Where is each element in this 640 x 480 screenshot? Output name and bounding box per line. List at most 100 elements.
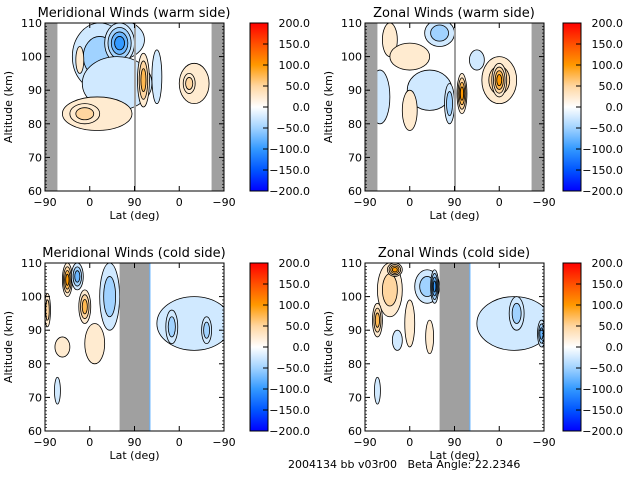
contour-blob <box>374 376 381 405</box>
y-tick-label: 110 <box>341 257 362 270</box>
contour-blob <box>74 270 81 283</box>
panel-3: 60 70 80 90 100 110 −90 0 90 0 −90 Meridional Winds… <box>2 246 310 462</box>
contour-blob <box>391 267 398 273</box>
colorbar-tick-label: 150.0 <box>592 38 624 51</box>
no-data-band <box>439 263 470 431</box>
x-tick-label: 0 <box>176 196 183 209</box>
contour-blob <box>54 376 61 405</box>
colorbar-tick-label: −100.0 <box>269 383 310 396</box>
colorbar-tick-label: −50.0 <box>589 362 623 375</box>
colorbar-tick-label: 0.0 <box>606 341 624 354</box>
x-tick-label: −90 <box>353 196 376 209</box>
colorbar-tick-label: 100.0 <box>279 299 311 312</box>
contour-blob <box>185 77 194 90</box>
y-tick-label: 70 <box>28 151 42 164</box>
y-tick-label: 60 <box>348 185 362 198</box>
panel-1: 60 70 80 90 100 110 −90 0 90 0 −90 Meridional Winds… <box>2 6 310 222</box>
y-tick-label: 80 <box>348 358 362 371</box>
y-axis-label: Altitude (km) <box>2 311 15 383</box>
colorbar-tick-label: −100.0 <box>582 383 623 396</box>
contour-blob <box>469 49 485 71</box>
x-tick-label: 90 <box>128 436 142 449</box>
y-tick-label: 90 <box>28 84 42 97</box>
colorbar-tick-label: −150.0 <box>582 404 623 417</box>
colorbar-tick-label: 50.0 <box>599 320 624 333</box>
contour-blob <box>446 91 453 117</box>
y-tick-label: 100 <box>341 291 362 304</box>
y-tick-label: 110 <box>341 17 362 30</box>
x-tick-label: 90 <box>448 196 462 209</box>
contour-blob <box>81 299 88 315</box>
y-tick-label: 90 <box>348 84 362 97</box>
x-tick-label: 90 <box>128 196 142 209</box>
colorbar-tick-label: 100.0 <box>279 59 311 72</box>
x-tick-label: 0 <box>86 196 93 209</box>
no-data-band <box>119 263 150 431</box>
contour-blob <box>430 24 449 42</box>
segment-divider <box>454 23 456 191</box>
contour-blob <box>401 89 418 131</box>
contour-blob <box>84 323 106 365</box>
y-tick-label: 100 <box>21 291 42 304</box>
colorbar-tick-label: 50.0 <box>286 320 311 333</box>
x-tick-label: 0 <box>406 436 413 449</box>
colorbar-tick-label: 200.0 <box>279 257 311 270</box>
contour-blob <box>382 273 398 307</box>
colorbar-tick-label: −150.0 <box>269 164 310 177</box>
no-data-band <box>531 23 544 191</box>
contour-blob <box>389 42 431 71</box>
contour-blob <box>54 336 71 358</box>
x-tick-label: −90 <box>33 196 56 209</box>
colorbar-tick-label: −100.0 <box>269 143 310 156</box>
y-tick-label: 70 <box>348 391 362 404</box>
contour-blob <box>203 321 210 339</box>
y-tick-label: 70 <box>28 391 42 404</box>
contour-blob <box>432 280 437 293</box>
no-data-band <box>365 23 378 191</box>
contour-blob <box>75 107 95 121</box>
colorbar-tick-label: 200.0 <box>592 17 624 30</box>
contour-blob <box>459 86 465 101</box>
colorbar-tick-label: 150.0 <box>279 38 311 51</box>
colorbar-tick-label: −200.0 <box>269 185 310 198</box>
contour-field <box>45 263 224 431</box>
contour-blob <box>75 46 85 74</box>
x-tick-label: −90 <box>353 436 376 449</box>
colorbar-tick-label: 150.0 <box>592 278 624 291</box>
colorbar-tick-label: 200.0 <box>592 257 624 270</box>
contour-blob <box>496 74 503 87</box>
colorbar-tick-label: −200.0 <box>269 425 310 438</box>
y-tick-label: 90 <box>348 324 362 337</box>
contour-field <box>45 23 224 191</box>
y-tick-label: 80 <box>28 358 42 371</box>
y-tick-label: 100 <box>21 51 42 64</box>
contour-blob <box>65 273 70 286</box>
y-tick-label: 60 <box>28 185 42 198</box>
x-tick-label: 90 <box>448 436 462 449</box>
panel-4: 60 70 80 90 100 110 −90 0 90 0 −90 Zonal Winds (col… <box>322 246 623 462</box>
x-axis-label: Lat (deg) <box>430 449 480 462</box>
x-tick-label: −90 <box>532 436 555 449</box>
y-tick-label: 110 <box>21 257 42 270</box>
colorbar-tick-label: −50.0 <box>276 362 310 375</box>
y-axis-label: Altitude (km) <box>322 311 335 383</box>
contour-blob <box>151 49 163 105</box>
y-tick-label: 60 <box>348 425 362 438</box>
chart-title: Meridional Winds (cold side) <box>42 246 225 261</box>
contour-blob <box>140 68 147 93</box>
colorbar-tick-label: 50.0 <box>599 80 624 93</box>
colorbar-tick-label: 0.0 <box>606 101 624 114</box>
contour-blob <box>404 299 416 348</box>
contour-field <box>365 23 544 191</box>
x-tick-label: 0 <box>406 196 413 209</box>
x-axis-label: Lat (deg) <box>110 209 160 222</box>
colorbar-tick-label: 100.0 <box>592 59 624 72</box>
y-tick-label: 110 <box>21 17 42 30</box>
colorbar-tick-label: −50.0 <box>276 122 310 135</box>
colorbar-tick-label: −200.0 <box>582 185 623 198</box>
x-tick-label: 0 <box>86 436 93 449</box>
contour-blob <box>103 276 117 318</box>
x-tick-label: −90 <box>212 436 235 449</box>
no-data-band <box>45 23 58 191</box>
